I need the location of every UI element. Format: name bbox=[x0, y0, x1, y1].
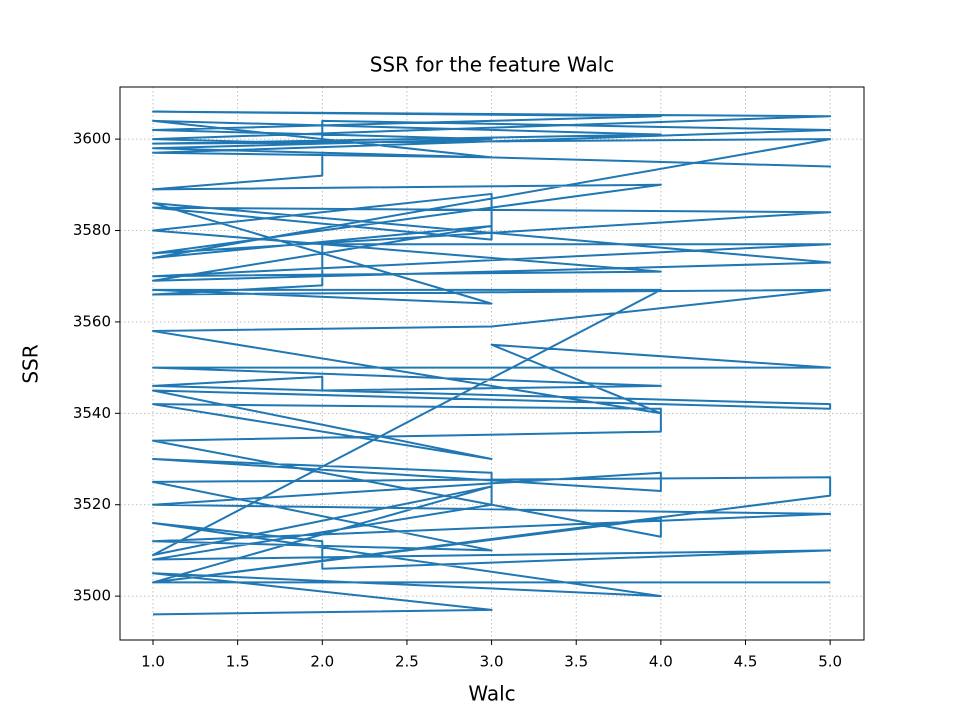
x-tick-label: 4.0 bbox=[649, 653, 673, 671]
y-tick-label: 3580 bbox=[73, 221, 111, 239]
y-tick-label: 3600 bbox=[73, 130, 111, 148]
x-tick-label: 2.5 bbox=[395, 653, 419, 671]
chart-title: SSR for the feature Walc bbox=[370, 53, 615, 77]
x-tick-label: 4.5 bbox=[734, 653, 758, 671]
data-line bbox=[152, 110, 832, 616]
x-tick-label: 3.0 bbox=[480, 653, 504, 671]
x-tick-label: 1.0 bbox=[141, 653, 165, 671]
x-tick-label: 1.5 bbox=[226, 653, 250, 671]
y-axis-label: SSR bbox=[19, 344, 43, 383]
x-axis-label: Walc bbox=[468, 682, 515, 706]
y-tick-label: 3500 bbox=[73, 587, 111, 605]
y-tick-label: 3560 bbox=[73, 312, 111, 330]
x-tick-label: 3.5 bbox=[564, 653, 588, 671]
y-tick-label: 3540 bbox=[73, 404, 111, 422]
x-tick-label: 2.0 bbox=[310, 653, 334, 671]
y-tick-label: 3520 bbox=[73, 495, 111, 513]
plot-frame bbox=[119, 86, 865, 641]
x-tick-label: 5.0 bbox=[818, 653, 842, 671]
